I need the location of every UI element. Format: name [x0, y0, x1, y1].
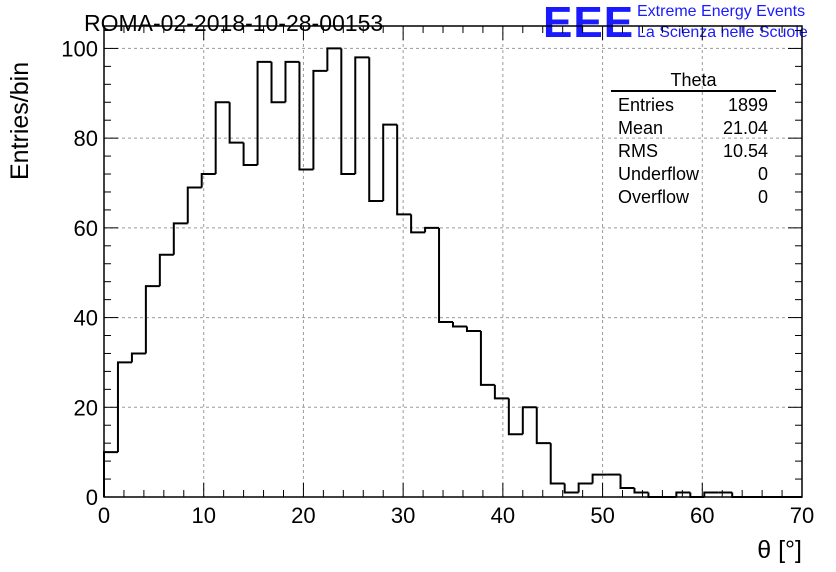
histogram-bin	[130, 352, 146, 363]
histogram-bin	[563, 483, 579, 494]
y-tick-label: 60	[74, 216, 98, 241]
histogram-bin	[256, 60, 272, 166]
histogram-bin	[340, 48, 356, 176]
histogram-bin	[633, 488, 649, 494]
histogram-bin	[493, 384, 509, 400]
histogram-bin	[214, 101, 230, 175]
histogram-bin	[675, 491, 691, 497]
y-tick-label: 40	[74, 306, 98, 331]
histogram-bin	[591, 473, 607, 484]
eee-logo: EEE	[543, 0, 635, 47]
histogram-bin	[228, 102, 244, 144]
histogram-bin	[410, 214, 426, 234]
y-axis-label: Entries/bin	[6, 61, 34, 180]
stats-label: Mean	[618, 118, 664, 138]
histogram-bin	[396, 124, 412, 216]
x-tick-label: 70	[790, 503, 814, 528]
histogram-bin	[158, 253, 174, 287]
histogram-bin	[689, 492, 705, 498]
logo-tagline-1: Extreme Energy Events	[637, 3, 806, 20]
x-tick-label: 30	[391, 503, 415, 528]
histogram-bin	[354, 56, 370, 175]
stats-row-entries: Entries 1899	[611, 94, 776, 117]
histogram-bin	[619, 474, 635, 490]
histogram-bin	[116, 361, 132, 453]
stats-row-underflow: Underflow 0	[611, 163, 776, 186]
stats-value: 0	[757, 187, 768, 207]
histogram-bin	[284, 60, 300, 103]
histogram-bin	[312, 69, 328, 170]
histogram-bin	[172, 222, 188, 255]
y-tick-label: 20	[74, 395, 98, 420]
histogram-bin	[521, 406, 537, 435]
stats-value: 21.04	[722, 118, 768, 138]
histogram-bin	[270, 61, 286, 104]
histogram-bin	[298, 61, 314, 171]
histogram-bin	[452, 322, 467, 328]
stats-row-mean: Mean 21.04	[611, 117, 776, 140]
stats-row-overflow: Overflow 0	[611, 186, 776, 209]
histogram-bin	[438, 227, 453, 324]
histogram-bin	[731, 492, 747, 498]
histogram-bin	[200, 173, 216, 188]
stats-label: Underflow	[618, 164, 700, 184]
stats-box: Theta Entries 1899 Mean 21.04 RMS 10.54 …	[611, 70, 776, 209]
x-axis-label: θ [°]	[757, 536, 802, 564]
y-tick-label: 0	[86, 485, 98, 510]
x-tick-label: 0	[98, 503, 110, 528]
stats-value: 1899	[727, 95, 768, 115]
y-tick-label: 80	[74, 126, 98, 151]
histogram-bin	[647, 492, 663, 498]
plot-frame	[103, 25, 803, 498]
chart-title: ROMA-02-2018-10-28-00153	[84, 10, 384, 36]
stats-label: RMS	[618, 141, 658, 161]
y-tick-label: 100	[61, 36, 98, 61]
stats-value: 0	[757, 164, 768, 184]
histogram-bin	[424, 226, 440, 233]
histogram-bin	[103, 451, 118, 497]
x-tick-label: 60	[690, 503, 714, 528]
x-tick-label: 10	[191, 503, 215, 528]
x-tick-label: 40	[491, 503, 515, 528]
histogram-bin	[368, 57, 384, 202]
histogram-bin	[535, 407, 551, 445]
histogram-bin	[186, 186, 202, 224]
histogram-bin	[382, 123, 398, 201]
histogram-bin	[144, 285, 160, 354]
x-tick-label: 20	[291, 503, 315, 528]
histogram-bin	[577, 482, 593, 493]
histogram-bin	[703, 491, 719, 497]
stats-title: Theta	[611, 70, 776, 92]
histogram-bin	[242, 142, 258, 167]
x-tick-label: 50	[590, 503, 614, 528]
histogram-bin	[479, 331, 495, 386]
stats-row-rms: RMS 10.54	[611, 140, 776, 163]
stats-value: 10.54	[722, 141, 768, 161]
stats-label: Entries	[618, 95, 675, 115]
histogram-bin	[465, 326, 481, 333]
histogram-bin	[507, 398, 523, 436]
histogram-bin	[326, 47, 342, 71]
stats-label: Overflow	[618, 187, 690, 207]
histogram-bin	[549, 443, 565, 485]
